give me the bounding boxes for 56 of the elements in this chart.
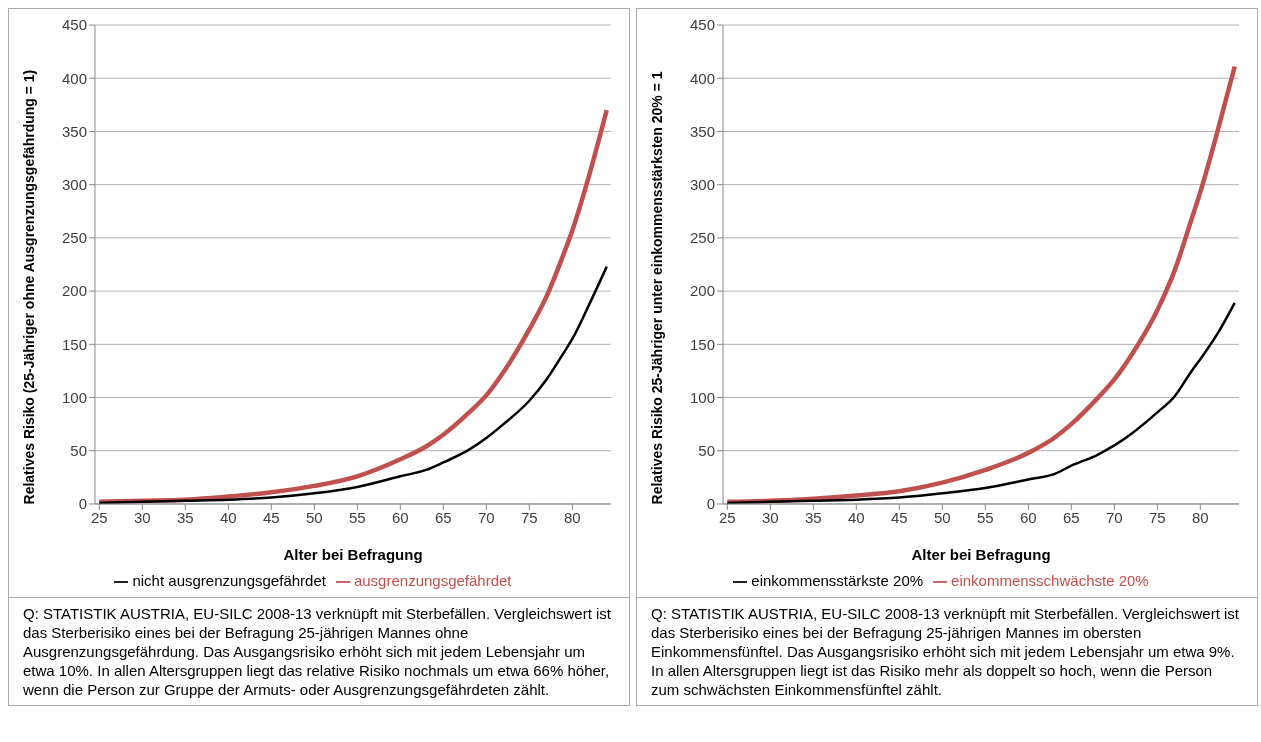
x-tick-label: 45 (262, 508, 280, 526)
y-axis-title: Relatives Risiko (25-Jähriger ohne Ausgrenzungsgefährdung = 1) (20, 69, 37, 505)
x-tick-label: 55 (976, 508, 994, 526)
y-tick-label: 300 (61, 175, 87, 193)
y-tick-label: 150 (61, 335, 87, 353)
x-tick-label: 60 (391, 508, 409, 526)
x-axis-title: Alter bei Befragung (283, 545, 423, 563)
x-tick-label: 40 (847, 508, 865, 526)
y-tick-label: 350 (689, 122, 715, 140)
y-tick-label: 400 (689, 69, 715, 87)
y-tick-label: 300 (689, 175, 715, 193)
y-tick-label: 200 (61, 282, 87, 300)
legend-label: einkommensschwächste 20% (951, 571, 1149, 589)
x-tick-label: 65 (1062, 508, 1080, 526)
y-tick-label: 250 (689, 229, 715, 247)
x-tick-label: 25 (90, 508, 108, 526)
y-tick-label: 100 (689, 388, 715, 406)
text: Q: STATISTIK AUSTRIA, EU-SILC 2008-13 verknüpft mit Sterbefällen. Vergleichswert ist das Sterberisiko eines bei der Befragung 25-jährigen Mannes ohne Ausgrenzungsgefährdung. Das Ausgangsrisiko erhöht sich mit jedem Lebensjahr um etwa 10%. In allen Altersgruppen liegt das relative Risiko nochmals um etwa 66% höher, wenn die Person zur Gruppe der Armuts- oder Ausgrenzungsgefährdeten zählt. (9, 597, 629, 705)
line-series (98, 265, 608, 504)
y-tick-label: 200 (689, 282, 715, 300)
y-tick-label: 250 (61, 229, 87, 247)
legend-label: ausgrenzungsgefährdet (353, 571, 512, 589)
x-tick-label: 50 (933, 508, 951, 526)
x-tick-label: 45 (890, 508, 908, 526)
y-tick-label: 50 (698, 442, 715, 460)
x-tick-label: 70 (1105, 508, 1123, 526)
x-tick-label: 30 (133, 508, 151, 526)
x-tick-label: 75 (520, 508, 538, 526)
x-tick-label: 25 (718, 508, 736, 526)
legend-label: nicht ausgrenzungsgefährdet (132, 571, 326, 589)
legend-label: einkommensstärkste 20% (751, 571, 924, 589)
x-tick-label: 35 (176, 508, 194, 526)
y-tick-label: 50 (70, 442, 87, 460)
y-tick-label: 350 (61, 122, 87, 140)
x-tick-label: 80 (1191, 508, 1209, 526)
y-tick-label: 450 (689, 16, 715, 34)
x-axis-title: Alter bei Befragung (911, 545, 1051, 563)
y-tick-label: 400 (61, 69, 87, 87)
y-tick-label: 100 (61, 388, 87, 406)
x-tick-label: 30 (761, 508, 779, 526)
y-tick-label: 0 (78, 495, 87, 513)
x-tick-label: 65 (434, 508, 452, 526)
x-tick-label: 35 (804, 508, 822, 526)
y-tick-label: 0 (706, 495, 715, 513)
line-series (726, 301, 1236, 504)
y-axis-title: Relatives Risiko 25-Jähriger unter einkommensstärksten 20% = 1 (648, 71, 665, 505)
y-tick-label: 150 (689, 335, 715, 353)
text: Q: STATISTIK AUSTRIA, EU-SILC 2008-13 verknüpft mit Sterbefällen. Vergleichswert ist das Sterberisiko eines bei der Befragung 25-jährigen Mannes im obersten Einkommensfünftel. Das Ausgangsrisiko erhöht sich mit jedem Lebensjahr um etwa 9%. In allen Altersgruppen liegt ist das Risiko mehr als doppelt so hoch, wenn die Person zum schwächsten Einkommensfünftel zählt. (637, 597, 1257, 705)
x-tick-label: 50 (305, 508, 323, 526)
y-tick-label: 450 (61, 16, 87, 34)
x-tick-label: 60 (1019, 508, 1037, 526)
x-tick-label: 75 (1148, 508, 1166, 526)
x-tick-label: 70 (477, 508, 495, 526)
x-tick-label: 40 (219, 508, 237, 526)
x-tick-label: 80 (563, 508, 581, 526)
x-tick-label: 55 (348, 508, 366, 526)
